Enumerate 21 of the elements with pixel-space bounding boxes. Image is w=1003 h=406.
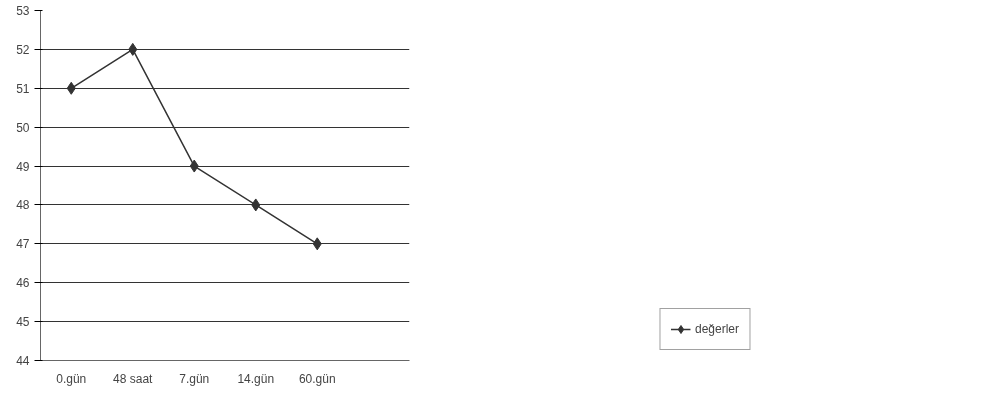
y-tick-label: 50 [16,120,30,135]
x-tick-label: 14.gün [237,371,275,386]
y-tick-label: 53 [16,4,30,18]
point [189,159,199,173]
x-tick-label: 48 saat [113,371,154,386]
x-tick-label: 60.gün [298,371,336,386]
point [251,198,261,212]
x-tick-label: 7.gün [179,371,210,386]
legend-label: değerler [694,322,740,336]
y-tick-label: 45 [16,315,30,330]
y-tick-label: 48 [16,198,30,213]
y-tick-label: 51 [16,81,30,96]
y-tick-label: 49 [16,159,30,174]
x-tick-label: 0.gün [56,371,87,386]
y-tick-label: 47 [16,237,30,252]
point [312,237,322,251]
y-tick-label: 52 [16,42,30,57]
point [128,42,138,56]
y-tick-label: 46 [16,276,30,291]
y-tick-label: 44 [16,354,30,368]
point [66,81,76,95]
